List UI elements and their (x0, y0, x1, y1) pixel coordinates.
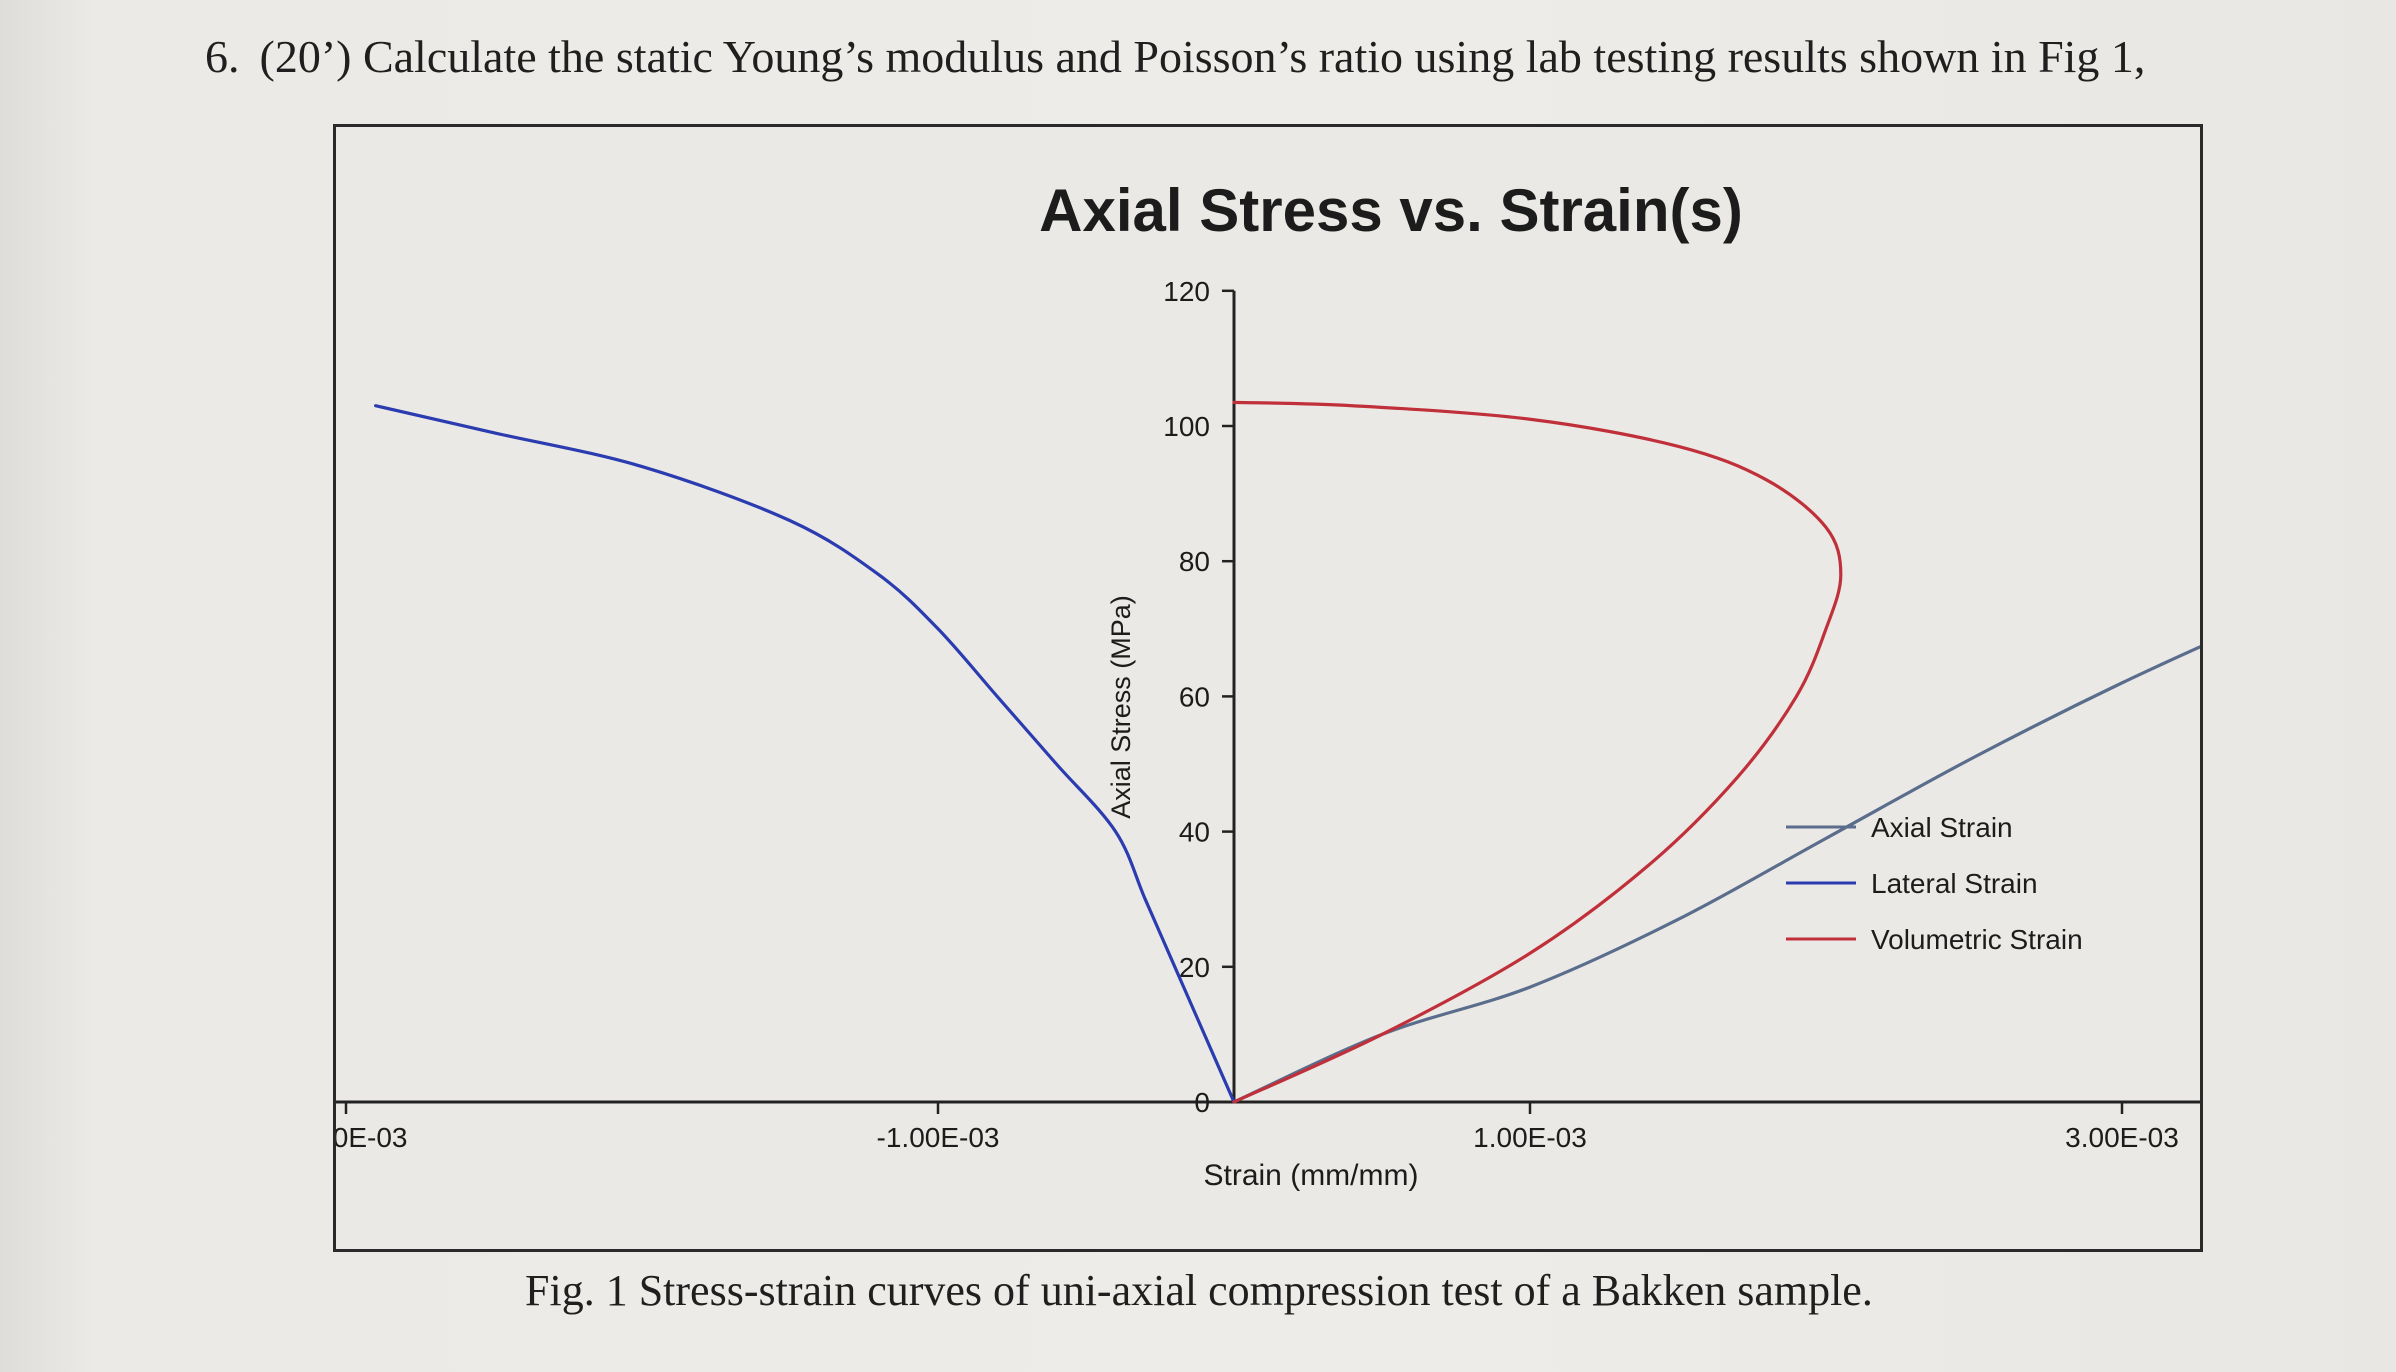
question-number: 6. (205, 31, 240, 82)
x-tick-label: 3.00E-03 (2065, 1122, 2179, 1153)
question-body: (20’) Calculate the static Young’s modul… (259, 31, 2146, 82)
y-tick-label: 80 (1179, 546, 1210, 577)
legend-label-volumetric-strain: Volumetric Strain (1871, 924, 2083, 955)
y-tick-label: 20 (1179, 952, 1210, 983)
x-tick-label: 1.00E-03 (1473, 1122, 1587, 1153)
legend-label-lateral-strain: Lateral Strain (1871, 868, 2038, 899)
x-tick-label: -1.00E-03 (877, 1122, 1000, 1153)
x-tick-label: -3.00E-03 (336, 1122, 407, 1153)
y-axis-label: Axial Stress (MPa) (1106, 595, 1136, 819)
chart-axes: -5.00E-03-3.00E-03-1.00E-031.00E-033.00E… (336, 276, 2200, 1153)
series-line-lateral-strain (374, 404, 1236, 1104)
legend-label-axial-strain: Axial Strain (1871, 812, 2013, 843)
stress-strain-chart: Axial Stress vs. Strain(s) -5.00E-03-3.0… (336, 177, 2200, 1192)
y-tick-label: 120 (1163, 276, 1210, 307)
y-tick-label: 0 (1194, 1087, 1210, 1118)
x-axis-label: Strain (mm/mm) (1204, 1159, 1419, 1192)
figure-caption: Fig. 1 Stress-strain curves of uni-axial… (525, 1266, 1873, 1315)
series-line-volumetric-strain (1232, 400, 1843, 1104)
chart-series (374, 400, 2200, 1104)
chart-legend: Axial Strain Lateral Strain Volumetric Str… (1786, 812, 2083, 955)
y-tick-label: 100 (1163, 411, 1210, 442)
figure-frame: Axial Stress vs. Strain(s) -5.00E-03-3.0… (333, 124, 2203, 1252)
chart-title: Axial Stress vs. Strain(s) (1039, 177, 1743, 244)
question-text: 6. (20’) Calculate the static Young’s mod… (205, 30, 2145, 83)
y-tick-label: 60 (1179, 681, 1210, 712)
series-line-axial-strain (1232, 645, 2200, 1104)
y-tick-label: 40 (1179, 817, 1210, 848)
